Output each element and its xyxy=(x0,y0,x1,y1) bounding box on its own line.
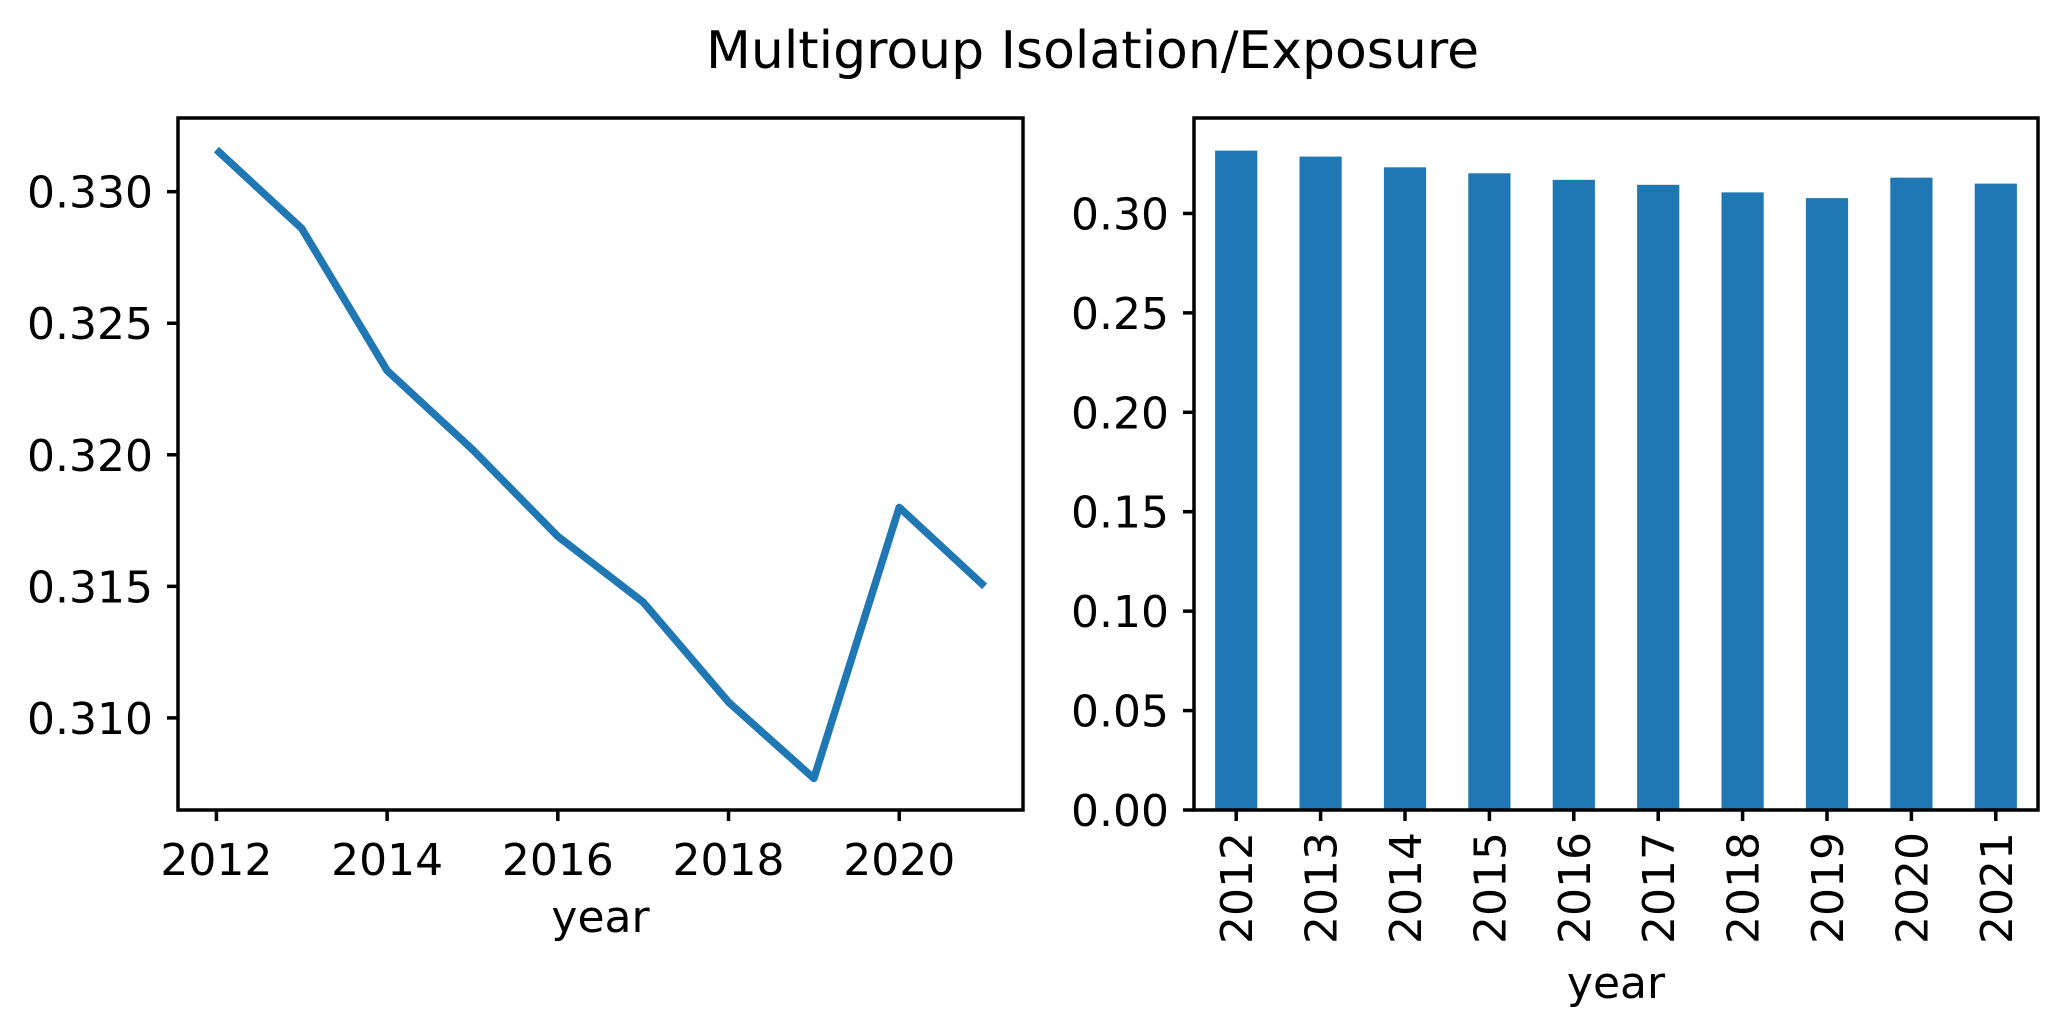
y-tick-label: 0.00 xyxy=(1071,786,1169,837)
bar xyxy=(1552,179,1595,810)
x-tick-label: 2020 xyxy=(843,835,955,886)
bar xyxy=(1215,150,1258,810)
bar xyxy=(1637,184,1680,811)
line-chart: 2012 2014 2016 2018 2020 0.310 0.315 0.320 0.325… xyxy=(27,116,1025,886)
x-tick-label: 2017 xyxy=(1634,832,1685,944)
bar xyxy=(1721,192,1764,810)
bar xyxy=(1468,173,1511,810)
bar xyxy=(1974,183,2017,810)
x-tick-label: 2016 xyxy=(502,835,614,886)
y-tick-label: 0.30 xyxy=(1071,189,1169,240)
x-tick-label: 2014 xyxy=(1381,832,1432,944)
bar xyxy=(1299,156,1342,810)
bar-chart-plot-border xyxy=(1192,116,2040,812)
line-chart-plot-border xyxy=(176,116,1025,812)
y-tick-label: 0.320 xyxy=(27,431,153,482)
line-chart-xlabel: year xyxy=(551,892,650,943)
y-tick-label: 0.330 xyxy=(27,168,153,219)
y-tick-label: 0.20 xyxy=(1071,388,1169,439)
line-series xyxy=(213,146,988,783)
y-tick-label: 0.10 xyxy=(1071,587,1169,638)
bar xyxy=(1383,167,1427,810)
bar xyxy=(1890,177,1933,811)
y-tick-label: 0.310 xyxy=(27,694,153,745)
y-tick-label: 0.315 xyxy=(27,562,153,613)
x-tick-label: 2018 xyxy=(1719,832,1770,944)
bar xyxy=(1805,198,1849,810)
x-tick-label: 2020 xyxy=(1887,832,1938,944)
x-tick-label: 2021 xyxy=(1972,832,2023,944)
y-tick-label: 0.05 xyxy=(1071,687,1169,738)
x-tick-label: 2015 xyxy=(1465,832,1516,944)
x-tick-label: 2019 xyxy=(1803,832,1854,944)
bar-chart-xlabel: year xyxy=(1566,958,1666,1009)
bar-chart: 0.00 0.05 0.10 0.15 0.20 0.25 0.30 2012 2013 2014… xyxy=(1071,116,2040,944)
x-tick-label: 2014 xyxy=(331,835,443,886)
x-tick-label: 2012 xyxy=(1212,832,1263,944)
y-tick-label: 0.325 xyxy=(27,299,153,350)
x-tick-label: 2016 xyxy=(1550,832,1601,944)
y-tick-label: 0.15 xyxy=(1071,488,1169,539)
figure-title: Multigroup Isolation/Exposure xyxy=(706,21,1480,81)
x-tick-label: 2013 xyxy=(1297,832,1348,944)
x-tick-label: 2012 xyxy=(160,835,272,886)
x-tick-label: 2018 xyxy=(673,835,785,886)
y-tick-label: 0.25 xyxy=(1071,289,1169,340)
